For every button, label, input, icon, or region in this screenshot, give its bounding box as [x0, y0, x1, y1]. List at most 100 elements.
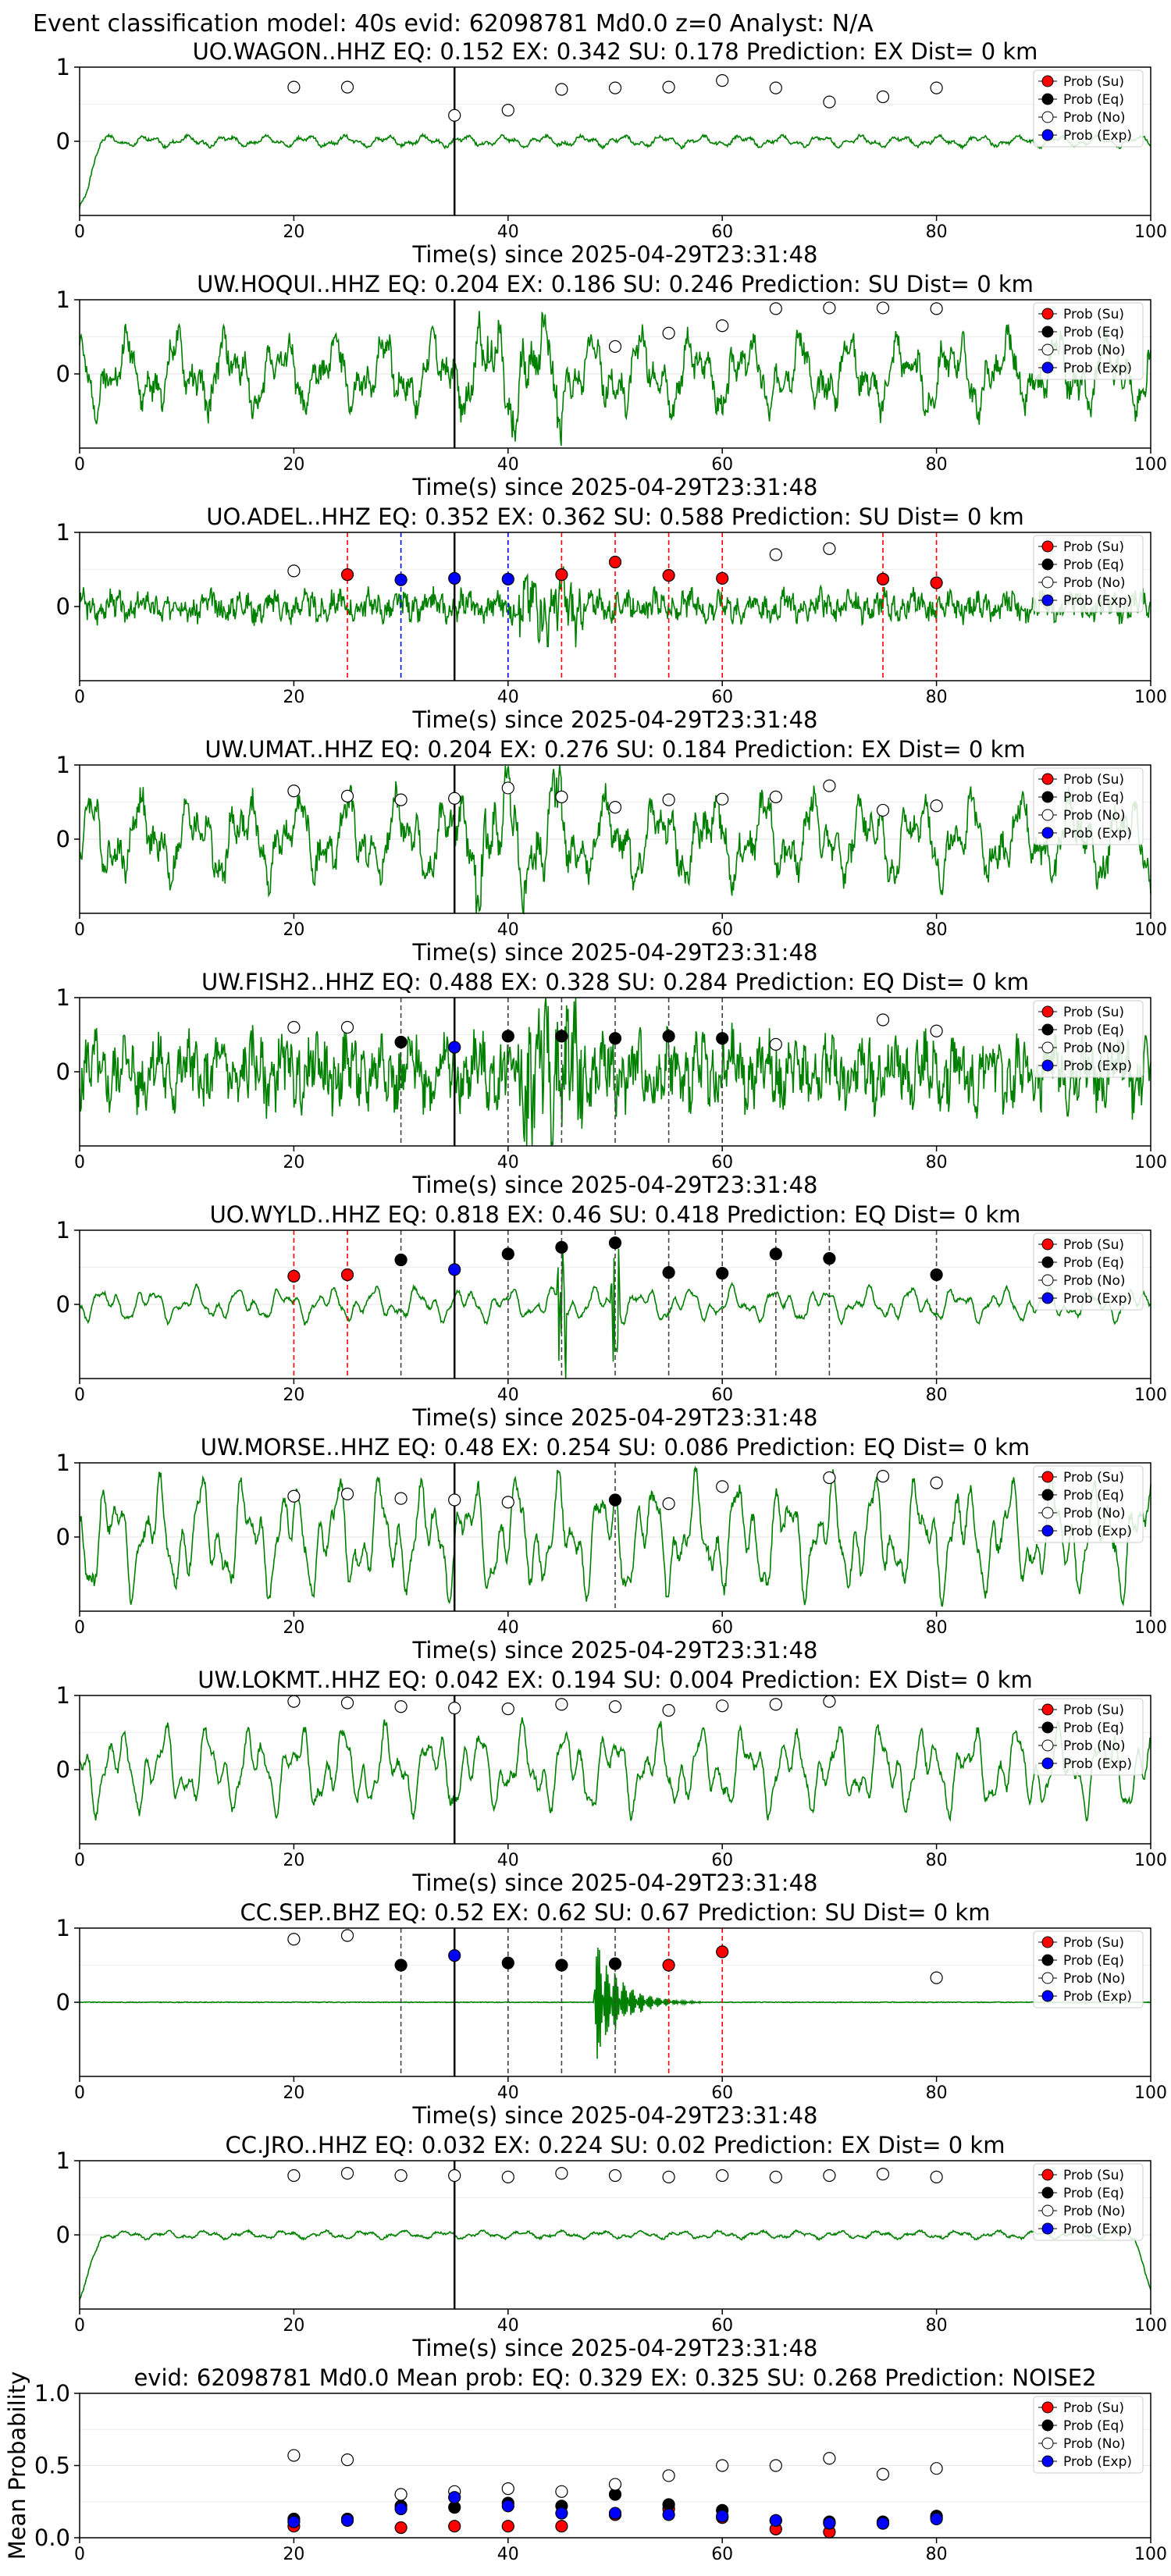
legend-label-no: Prob (No) — [1063, 1273, 1126, 1289]
prob-marker-exp — [448, 1263, 461, 1276]
y-tick-label: 0 — [56, 1524, 70, 1550]
legend-box — [1033, 535, 1144, 613]
x-axis-label: Time(s) since 2025-04-29T23:31:48 — [412, 241, 818, 268]
x-tick-label: 60 — [711, 920, 733, 940]
x-tick-label: 40 — [497, 920, 519, 940]
panels: UO.WAGON..HHZ EQ: 0.152 EX: 0.342 SU: 0.… — [4, 38, 1167, 2564]
legend-marker-no — [1041, 1274, 1054, 1286]
prob-marker-no — [287, 785, 301, 798]
prob-marker-no — [287, 1695, 301, 1708]
legend-label-su: Prob (Su) — [1063, 74, 1124, 90]
mean-prob-marker-su — [555, 2520, 568, 2533]
legend-marker-eq — [1041, 2186, 1054, 2199]
panel-2: UW.HOQUI..HHZ EQ: 0.204 EX: 0.186 SU: 0.… — [56, 271, 1167, 500]
panel-1: UO.WAGON..HHZ EQ: 0.152 EX: 0.342 SU: 0.… — [56, 38, 1167, 268]
x-tick-label: 40 — [497, 1153, 519, 1172]
legend-box — [1033, 2163, 1144, 2241]
legend-label-eq: Prob (Eq) — [1063, 1720, 1124, 1736]
x-tick-label: 80 — [926, 2083, 948, 2103]
x-tick-label: 40 — [497, 688, 519, 707]
x-tick-label: 0 — [74, 920, 85, 940]
legend-marker-no — [1041, 343, 1054, 356]
prob-marker-no — [501, 1703, 514, 1716]
panel-7: UW.MORSE..HHZ EQ: 0.48 EX: 0.254 SU: 0.0… — [56, 1434, 1167, 1663]
prob-marker-no — [876, 1013, 890, 1026]
y-tick-label: 1 — [56, 1682, 70, 1709]
legend-label-no: Prob (No) — [1063, 110, 1126, 126]
legend-label-su: Prob (Su) — [1063, 1935, 1124, 1951]
legend-label-no: Prob (No) — [1063, 1041, 1126, 1056]
prob-marker-no — [340, 1020, 354, 1034]
y-tick-label: 1.0 — [34, 2380, 70, 2407]
prob-marker-su — [930, 576, 943, 589]
x-axis-label: Time(s) since 2025-04-29T23:31:48 — [412, 706, 818, 733]
x-tick-label: 100 — [1134, 222, 1167, 242]
y-tick-label: 0 — [56, 128, 70, 155]
x-axis-label: Time(s) since 2025-04-29T23:31:48 — [412, 2102, 818, 2129]
x-tick-label: 100 — [1134, 2545, 1167, 2564]
legend-label-exp: Prob (Exp) — [1063, 1524, 1132, 1539]
x-axis-label: Time(s) since 2025-04-29T23:31:48 — [412, 474, 818, 500]
y-tick-label: 1 — [56, 286, 70, 313]
prob-marker-no — [394, 793, 408, 806]
prob-marker-exp — [501, 572, 514, 585]
mean-prob-marker-exp — [769, 2514, 782, 2527]
y-tick-label: 0 — [56, 361, 70, 387]
x-tick-label: 80 — [926, 920, 948, 940]
prob-marker-no — [501, 781, 514, 795]
prob-marker-eq — [662, 1030, 675, 1043]
legend-label-no: Prob (No) — [1063, 1506, 1126, 1521]
panel-title: UW.MORSE..HHZ EQ: 0.48 EX: 0.254 SU: 0.0… — [201, 1434, 1030, 1461]
prob-marker-no — [769, 790, 782, 803]
x-axis-label: Time(s) since 2025-04-29T23:31:48 — [412, 1172, 818, 1198]
y-tick-label: 0 — [56, 1756, 70, 1783]
x-tick-label: 40 — [497, 2545, 519, 2564]
prob-marker-no — [340, 789, 354, 803]
legend-marker-eq — [1041, 1954, 1054, 1966]
mean-prob-marker-exp — [340, 2514, 354, 2527]
legend-marker-eq — [1041, 1256, 1054, 1268]
waveform-trace — [79, 2228, 1151, 2300]
x-tick-label: 0 — [74, 1153, 85, 1172]
prob-marker-eq — [716, 1266, 729, 1280]
x-tick-label: 0 — [74, 2545, 85, 2564]
legend-marker-no — [1041, 576, 1054, 589]
x-tick-label: 60 — [711, 455, 733, 475]
legend-marker-su — [1041, 1936, 1054, 1948]
legend-box — [1033, 1930, 1144, 2008]
legend-label-su: Prob (Su) — [1063, 772, 1124, 788]
prob-marker-no — [448, 109, 461, 122]
prob-marker-no — [340, 1696, 354, 1710]
panel-3: UO.ADEL..HHZ EQ: 0.352 EX: 0.362 SU: 0.5… — [56, 503, 1167, 733]
legend-label-exp: Prob (Exp) — [1063, 2454, 1132, 2470]
prob-marker-no — [448, 1702, 461, 1715]
x-axis-label: Time(s) since 2025-04-29T23:31:48 — [412, 939, 818, 966]
prob-marker-no — [662, 326, 675, 340]
prob-marker-no — [340, 1487, 354, 1501]
prob-marker-no — [876, 1469, 890, 1483]
mean-prob-marker-exp — [876, 2517, 890, 2530]
mean-prob-marker-no — [501, 2482, 514, 2496]
panel-title: UW.UMAT..HHZ EQ: 0.204 EX: 0.276 SU: 0.1… — [205, 736, 1025, 763]
mean-prob-marker-no — [394, 2488, 408, 2501]
x-tick-label: 40 — [497, 1851, 519, 1870]
legend-marker-exp — [1041, 129, 1054, 141]
prob-marker-no — [555, 790, 568, 803]
mean-prob-marker-no — [555, 2485, 568, 2498]
prob-marker-no — [823, 542, 836, 556]
prob-marker-no — [769, 81, 782, 94]
prob-marker-su — [876, 572, 890, 585]
x-tick-label: 0 — [74, 222, 85, 242]
prob-marker-no — [876, 803, 890, 817]
legend-marker-no — [1041, 1507, 1054, 1519]
prob-marker-no — [501, 104, 514, 117]
x-tick-label: 100 — [1134, 1153, 1167, 1172]
mean-prob-marker-exp — [287, 2515, 301, 2528]
legend-label-eq: Prob (Eq) — [1063, 1255, 1124, 1271]
x-tick-label: 100 — [1134, 2083, 1167, 2103]
mean-prob-marker-no — [769, 2459, 782, 2472]
legend-marker-su — [1041, 2169, 1054, 2181]
prob-marker-no — [823, 1471, 836, 1485]
prob-marker-su — [555, 568, 568, 582]
